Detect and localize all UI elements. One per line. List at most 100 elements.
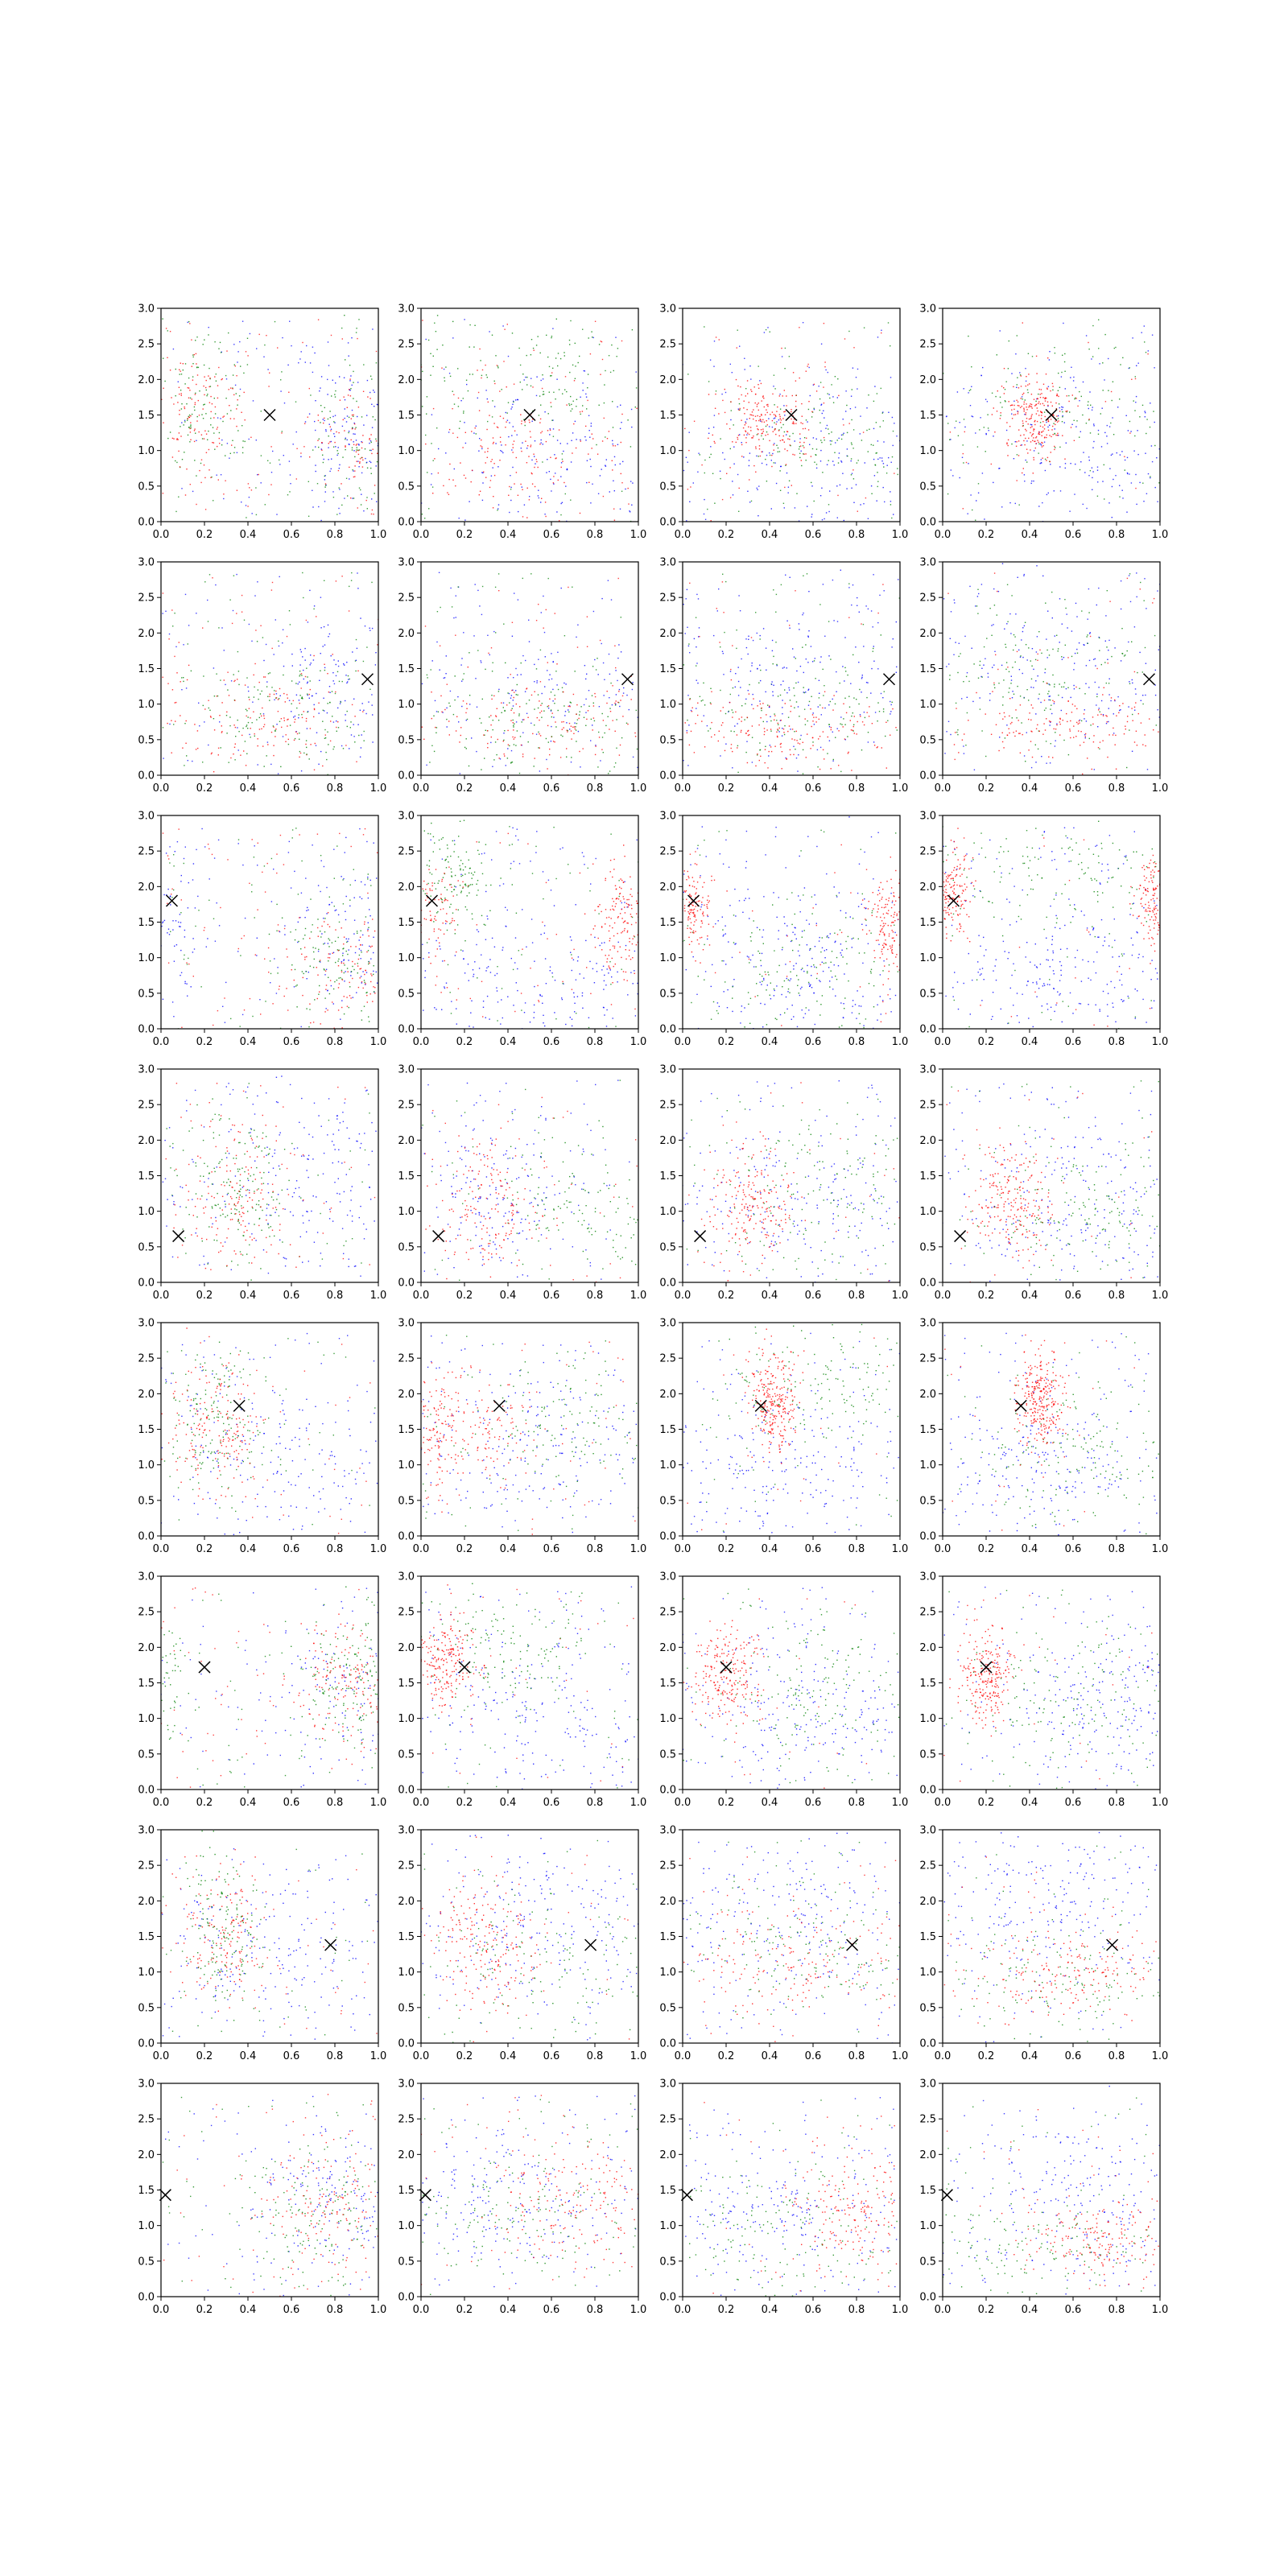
point-green [350, 721, 352, 723]
point-green [621, 737, 623, 739]
point-green [852, 730, 854, 732]
point-red [585, 425, 587, 427]
point-green [1031, 356, 1034, 357]
point-red [818, 738, 819, 740]
point-red [530, 446, 531, 448]
point-green [201, 414, 203, 415]
x-tick-label: 0.8 [587, 529, 604, 541]
point-red [304, 675, 307, 678]
point-red [573, 726, 576, 728]
point-blue [444, 677, 446, 679]
point-red [499, 415, 502, 417]
point-red [745, 395, 746, 397]
point-blue [851, 487, 852, 489]
point-green [342, 879, 344, 881]
point-blue [237, 749, 239, 751]
x-tick-label: 1.0 [370, 529, 387, 541]
point-green [370, 467, 372, 469]
point-red [506, 704, 508, 706]
point-green [1056, 634, 1058, 636]
point-red [766, 404, 768, 406]
x-tick-label: 0.6 [283, 782, 300, 795]
point-red [1026, 409, 1028, 411]
point-blue [1115, 475, 1117, 477]
point-green [205, 413, 207, 415]
point-green [1047, 693, 1049, 695]
point-green [524, 424, 526, 427]
point-red [541, 497, 543, 499]
point-red [1006, 442, 1008, 444]
point-blue [838, 437, 840, 440]
point-red [567, 731, 568, 733]
point-blue [313, 704, 315, 706]
point-blue [882, 697, 884, 699]
point-green [351, 572, 353, 574]
point-blue [1010, 679, 1013, 681]
point-red [1092, 716, 1094, 718]
point-blue [1070, 377, 1071, 378]
point-blue [571, 440, 572, 441]
point-red [184, 494, 187, 496]
point-green [776, 663, 778, 666]
point-blue [704, 518, 707, 520]
point-red [528, 419, 530, 421]
point-red [750, 637, 753, 638]
point-blue [859, 714, 861, 716]
point-green [593, 720, 596, 722]
point-green [553, 391, 555, 393]
point-green [887, 322, 890, 324]
point-blue [590, 465, 592, 468]
point-green [457, 586, 459, 588]
point-green [1061, 371, 1063, 374]
point-green [835, 737, 836, 738]
point-red [764, 731, 766, 733]
point-blue [530, 722, 532, 724]
point-blue [346, 662, 348, 663]
point-green [246, 337, 249, 339]
point-green [226, 413, 229, 415]
point-blue [760, 679, 762, 682]
point-blue [825, 369, 827, 371]
point-blue [870, 485, 873, 487]
point-blue [1088, 659, 1091, 662]
point-green [976, 605, 978, 607]
point-red [1076, 721, 1078, 724]
point-green [1035, 400, 1037, 402]
point-blue [892, 444, 894, 447]
point-red [233, 394, 235, 396]
point-blue [431, 660, 433, 662]
point-red [760, 382, 762, 385]
point-green [360, 489, 361, 491]
point-green [336, 671, 339, 673]
point-blue [1057, 415, 1059, 417]
point-blue [1079, 400, 1080, 402]
point-green [837, 378, 839, 380]
point-blue [1085, 720, 1088, 722]
point-green [569, 701, 571, 703]
point-red [200, 481, 202, 484]
point-red [361, 456, 363, 459]
point-red [241, 938, 242, 939]
point-blue [299, 358, 301, 360]
point-green [965, 675, 968, 678]
point-red [1131, 378, 1133, 380]
point-green [1126, 650, 1128, 652]
point-red [173, 403, 175, 405]
y-tick-label: 0.5 [919, 734, 936, 746]
point-red [589, 353, 592, 355]
point-red [317, 440, 319, 441]
point-red [258, 681, 260, 683]
point-green [337, 727, 340, 729]
point-green [1006, 584, 1009, 585]
point-red [446, 683, 448, 685]
point-red [594, 696, 597, 698]
point-red [769, 440, 770, 442]
point-green [1092, 356, 1094, 357]
point-blue [980, 374, 982, 377]
point-blue [515, 721, 518, 723]
point-blue [490, 475, 493, 477]
point-green [840, 770, 842, 773]
point-blue [1075, 602, 1077, 605]
point-red [701, 464, 703, 466]
point-blue [487, 634, 489, 636]
